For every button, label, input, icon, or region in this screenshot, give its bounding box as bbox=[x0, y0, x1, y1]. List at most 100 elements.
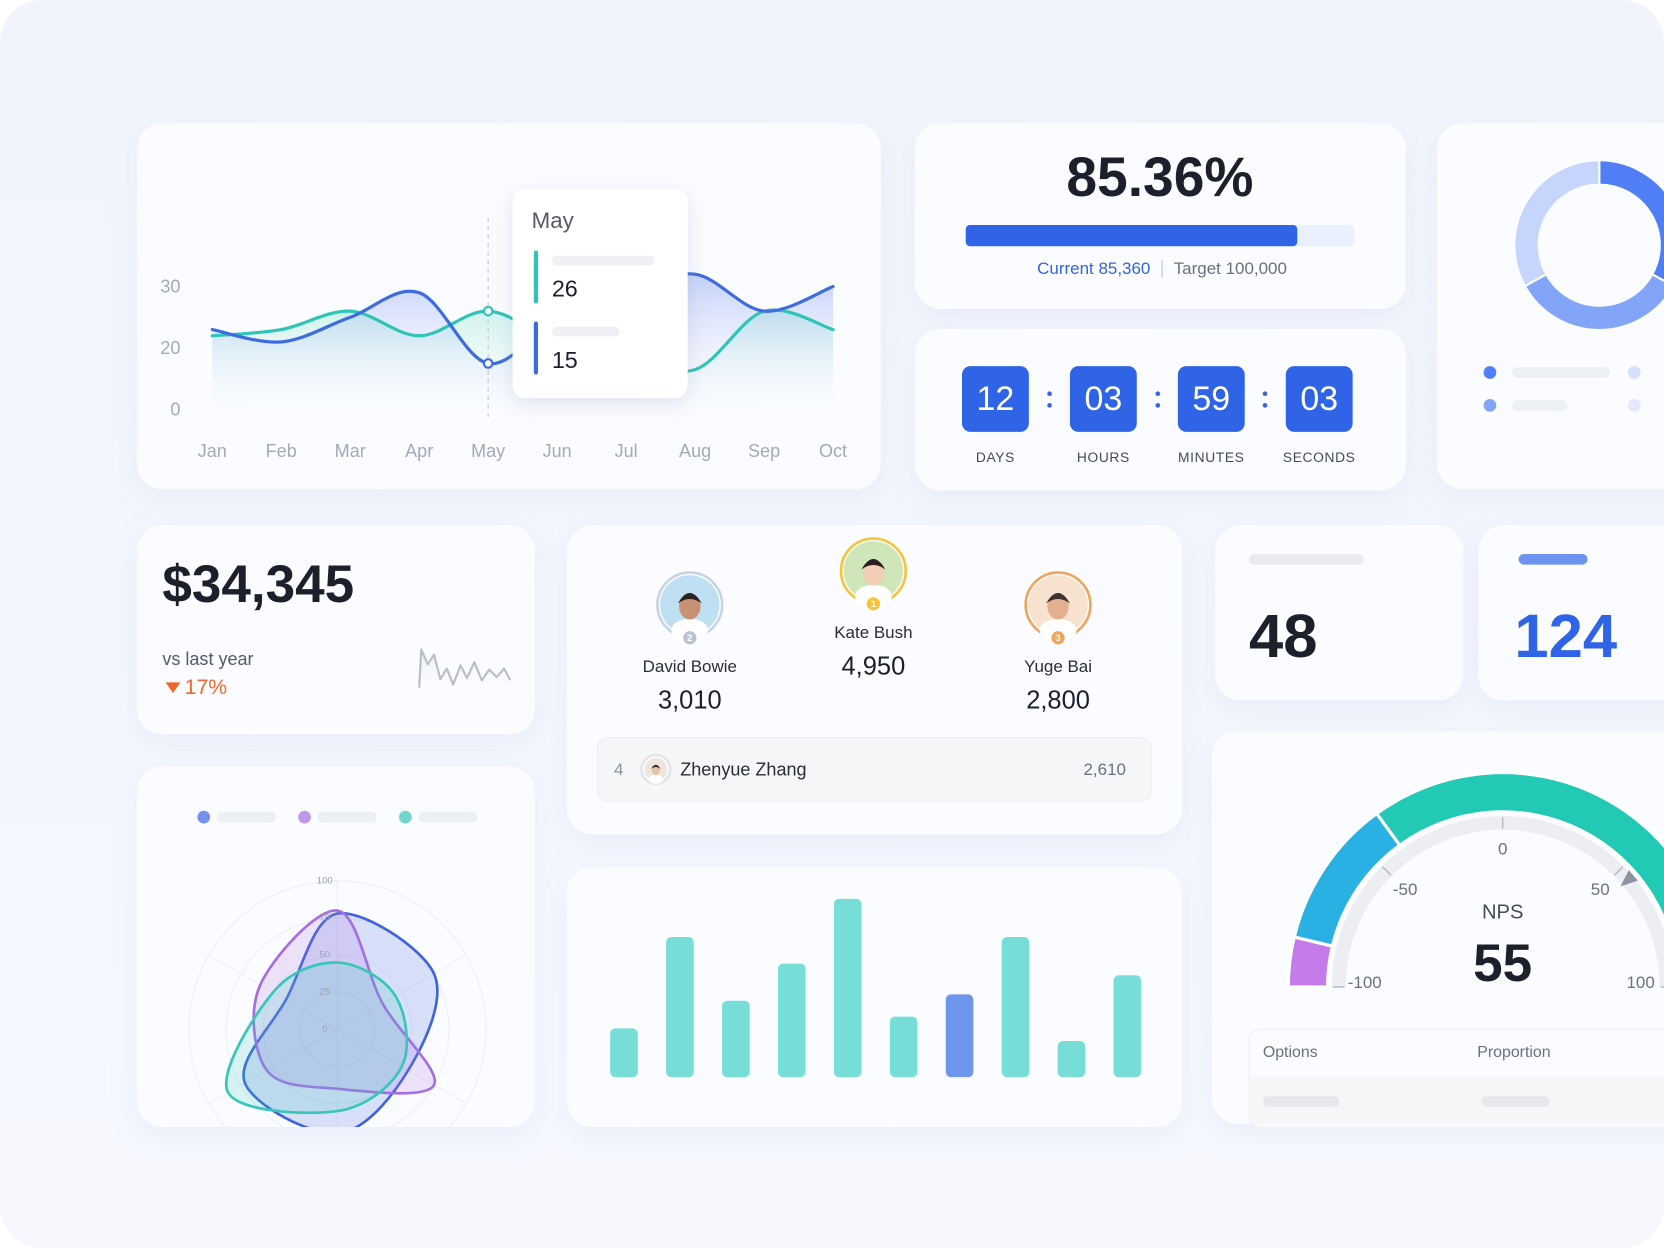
radar-area bbox=[242, 911, 439, 1128]
countdown-value: 59 bbox=[1192, 380, 1230, 418]
radar-tick-label: 50 bbox=[319, 950, 330, 961]
progress-card bbox=[914, 123, 1407, 309]
radar-area bbox=[224, 961, 409, 1115]
radar-tick-label: 100 bbox=[317, 875, 333, 886]
tooltip-value: 26 bbox=[552, 276, 578, 302]
placeholder bbox=[1262, 1096, 1340, 1107]
countdown-box bbox=[1177, 366, 1245, 432]
gauge-tick-label: 50 bbox=[1591, 880, 1610, 899]
tooltip-value: 15 bbox=[552, 347, 578, 373]
avatar-hair bbox=[861, 559, 886, 570]
radar: 0 25 50 75 100 bbox=[188, 875, 487, 1128]
bar bbox=[1057, 1041, 1086, 1078]
placeholder bbox=[418, 811, 478, 823]
rank: 4 bbox=[614, 760, 623, 779]
rank: 2 bbox=[687, 633, 692, 644]
revenue-change: 17% bbox=[185, 676, 228, 699]
radar-ring bbox=[225, 917, 450, 1128]
hover-point bbox=[482, 305, 494, 317]
radar-tick-label: 0 bbox=[322, 1024, 327, 1035]
leader-name: Zhenyue Zhang bbox=[680, 759, 806, 779]
y-tick-label: 30 bbox=[160, 277, 180, 297]
revenue-comparison: vs last year bbox=[162, 649, 253, 669]
countdown-label: HOURS bbox=[1077, 450, 1130, 465]
colon-dot bbox=[1262, 403, 1268, 408]
tooltip-title: May bbox=[532, 208, 575, 233]
x-tick-label: Oct bbox=[819, 441, 847, 461]
countdown-value: 12 bbox=[977, 380, 1015, 418]
colon-dot bbox=[1155, 391, 1161, 397]
radar-ring bbox=[262, 954, 413, 1105]
legend-dot bbox=[1627, 399, 1641, 412]
countdown-value: 03 bbox=[1084, 380, 1122, 418]
bar bbox=[1113, 975, 1142, 1078]
x-tick-label: Sep bbox=[748, 441, 780, 461]
stat-card bbox=[1478, 525, 1664, 701]
progress-value: 85.36% bbox=[1066, 146, 1253, 208]
bar bbox=[945, 994, 974, 1078]
gauge-label: NPS bbox=[1482, 902, 1523, 924]
y-tick-label: 20 bbox=[160, 338, 180, 358]
bar bbox=[722, 1000, 750, 1078]
revenue-amount: $34,345 bbox=[162, 555, 354, 614]
y-tick-label: 0 bbox=[170, 400, 180, 420]
x-tick-label: Aug bbox=[679, 441, 711, 461]
gauge-pointer bbox=[1620, 870, 1638, 887]
leader-score: 3,010 bbox=[658, 686, 722, 714]
gauge-tick bbox=[1613, 866, 1624, 876]
countdown-box bbox=[1069, 366, 1137, 432]
legend-dot bbox=[197, 810, 211, 824]
colon-dot bbox=[1047, 403, 1052, 408]
rank-badge bbox=[681, 629, 699, 647]
bar bbox=[666, 937, 694, 1078]
table-header: Options bbox=[1263, 1044, 1318, 1061]
leader-score: 2,800 bbox=[1026, 686, 1090, 714]
legend-dot bbox=[298, 810, 311, 824]
tooltip bbox=[512, 188, 688, 398]
x-tick-label: Jun bbox=[543, 441, 572, 461]
avatar-body bbox=[648, 774, 664, 784]
stat-value: 48 bbox=[1249, 602, 1317, 671]
progress-current: Current 85,360 bbox=[1037, 259, 1150, 278]
countdown-label: DAYS bbox=[976, 450, 1015, 465]
colons bbox=[1047, 391, 1268, 408]
sparkline bbox=[418, 648, 512, 688]
gauge-tick bbox=[1382, 866, 1392, 876]
bar bbox=[777, 963, 806, 1078]
rank-badge bbox=[865, 595, 882, 613]
gauge-track bbox=[1331, 816, 1503, 987]
colon-dot bbox=[1155, 403, 1161, 408]
progress-target: Target 100,000 bbox=[1174, 259, 1287, 278]
countdown-card bbox=[914, 328, 1407, 491]
tooltip-swatch bbox=[533, 250, 539, 304]
radar-tick-label: 75 bbox=[319, 912, 330, 923]
leader-score: 2,610 bbox=[1083, 760, 1125, 779]
gauge-tick-label: -50 bbox=[1393, 880, 1418, 899]
gauge-tick-label: -100 bbox=[1348, 973, 1382, 992]
table-header: Proportion bbox=[1477, 1044, 1550, 1061]
donut-segment bbox=[1513, 159, 1601, 288]
gauge-value: 55 bbox=[1473, 934, 1532, 993]
placeholder bbox=[317, 811, 377, 823]
gauge-band bbox=[1374, 770, 1664, 989]
radar-tick-label: 25 bbox=[319, 987, 330, 998]
stat-value: 124 bbox=[1514, 602, 1617, 671]
x-tick-label: Jul bbox=[615, 441, 638, 461]
colon-dot bbox=[1047, 391, 1052, 397]
gauge-tick-label: 0 bbox=[1498, 839, 1507, 858]
legend-dot bbox=[1627, 366, 1641, 379]
avatar-hair bbox=[651, 764, 661, 769]
avatar-hair bbox=[677, 593, 702, 604]
radar-ring bbox=[188, 880, 487, 1128]
legend-dot bbox=[399, 810, 412, 824]
countdown-box bbox=[962, 366, 1029, 432]
countdown-label: SECONDS bbox=[1283, 450, 1356, 465]
x-tick-label: Feb bbox=[266, 441, 297, 461]
x-tick-label: Apr bbox=[405, 441, 433, 461]
line-card bbox=[136, 123, 881, 490]
rank: 1 bbox=[871, 599, 877, 610]
gauge-tick-label: 100 bbox=[1626, 973, 1654, 992]
